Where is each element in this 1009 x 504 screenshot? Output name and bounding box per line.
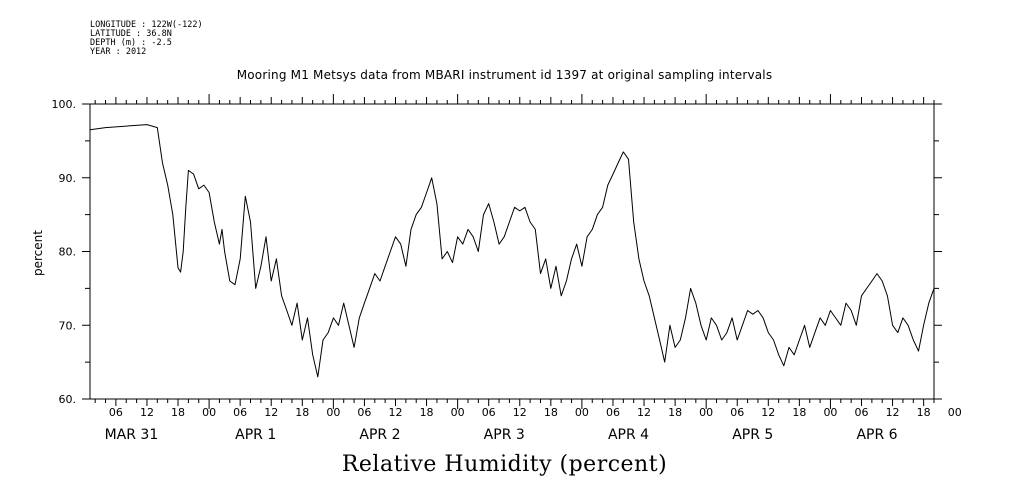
y-axis-label: percent: [31, 230, 45, 276]
x-axis: 06 12 18 00 06 12 18 00 06 12 18 00 06 12 18 00 06 12 18 00…: [94, 94, 962, 443]
x-hour-label: 18: [420, 406, 434, 419]
x-hour-label: 06: [855, 406, 869, 419]
x-hour-label: 18: [917, 406, 931, 419]
humidity-series-line: [89, 124, 935, 378]
x-hour-label: 12: [761, 406, 775, 419]
y-tick-label: 70.: [59, 319, 77, 332]
x-hour-label: 06: [357, 406, 371, 419]
x-hour-label: 00: [823, 406, 837, 419]
y-axis: 60. 70. 80. 90. 100.: [52, 98, 942, 406]
x-hour-label: 00: [575, 406, 589, 419]
x-hour-label: 12: [886, 406, 900, 419]
x-hour-label: 12: [264, 406, 278, 419]
x-day-label: APR 4: [608, 427, 649, 443]
x-hour-label: 12: [140, 406, 154, 419]
longitude-text: LONGITUDE : 122W(-122): [90, 20, 203, 30]
x-day-label: APR 6: [856, 427, 897, 443]
x-day-label: APR 3: [484, 427, 525, 443]
y-tick-label: 80.: [59, 246, 77, 259]
y-tick-label: 90.: [59, 172, 77, 185]
x-day-label: MAR 31: [105, 427, 159, 443]
y-tick-label: 60.: [59, 393, 77, 406]
x-hour-label: 18: [668, 406, 682, 419]
x-day-label: APR 1: [235, 427, 276, 443]
x-hour-label: 18: [171, 406, 185, 419]
plot-frame: [89, 103, 935, 400]
latitude-text: LATITUDE : 36.8N: [90, 29, 172, 39]
footer-title: Relative Humidity (percent): [341, 452, 668, 477]
x-hour-label: 00: [699, 406, 713, 419]
x-hour-label: 18: [544, 406, 558, 419]
depth-text: DEPTH (m) : -2.5: [90, 38, 172, 48]
year-text: YEAR : 2012: [90, 47, 147, 57]
series-group: [89, 124, 935, 378]
x-hour-label: 18: [295, 406, 309, 419]
x-hour-label: 00: [451, 406, 465, 419]
x-hour-label: 12: [637, 406, 651, 419]
x-hour-label: 06: [233, 406, 247, 419]
x-hour-label: 00: [948, 406, 962, 419]
x-hour-label: 06: [482, 406, 496, 419]
y-tick-label: 100.: [52, 98, 77, 111]
x-hour-label: 06: [606, 406, 620, 419]
x-hour-label: 12: [388, 406, 402, 419]
chart-title: Mooring M1 Metsys data from MBARI instru…: [236, 68, 773, 82]
x-hour-label: 00: [326, 406, 340, 419]
x-hour-label: 06: [109, 406, 123, 419]
x-day-label: APR 5: [732, 427, 773, 443]
x-hour-label: 12: [513, 406, 527, 419]
station-metadata: LONGITUDE : 122W(-122) LATITUDE : 36.8N …: [90, 21, 203, 57]
x-hour-label: 18: [792, 406, 806, 419]
x-hour-label: 00: [202, 406, 216, 419]
x-day-label: APR 2: [359, 427, 400, 443]
x-hour-label: 06: [730, 406, 744, 419]
